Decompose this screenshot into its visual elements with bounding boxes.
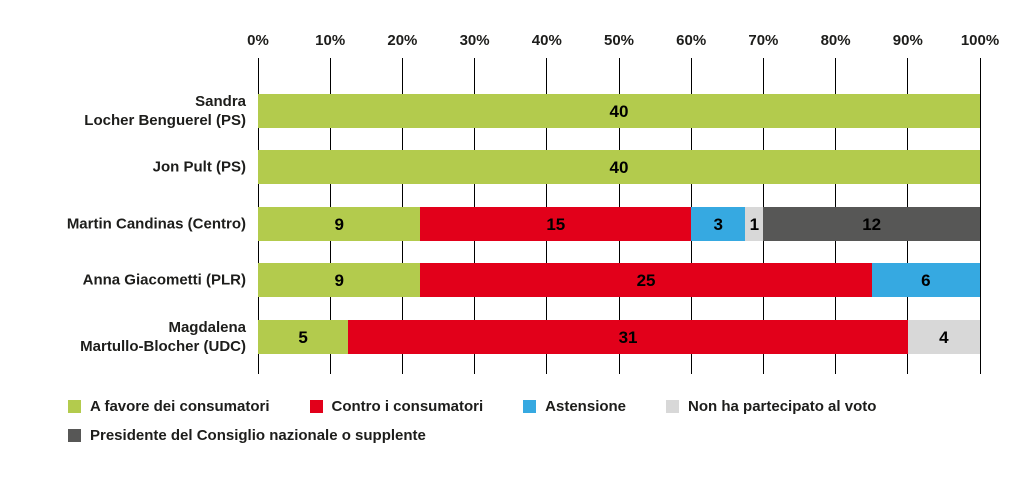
bar-segment: 5 xyxy=(258,320,349,354)
legend-item: A favore dei consumatori xyxy=(68,398,270,415)
bar-segment: 1 xyxy=(745,207,764,241)
x-axis: 0% 10% 20% 30% 40% 50% 60% 70% 80% 90% 100% xyxy=(247,32,999,52)
legend-label: Contro i consumatori xyxy=(331,398,484,415)
segment-value-label: 12 xyxy=(862,214,882,234)
legend-swatch-icon xyxy=(68,400,81,413)
category-label-line: Sandra xyxy=(195,93,246,110)
legend: A favore dei consumatori Contro i consuma… xyxy=(68,398,876,444)
segment-value-label: 3 xyxy=(713,214,723,234)
bar-row: 5 31 4 xyxy=(258,320,980,354)
x-tick-label: 50% xyxy=(603,32,635,49)
segment-value-label: 9 xyxy=(334,214,344,234)
legend-item: Presidente del Consiglio nazionale o sup… xyxy=(68,427,426,444)
x-tick-label: 10% xyxy=(315,32,346,49)
legend-swatch-icon xyxy=(523,400,537,413)
category-label-line: Martin Candinas (Centro) xyxy=(66,215,246,233)
segment-value-label: 25 xyxy=(636,270,656,290)
category-label: Sandra Locher Benguerel (PS) xyxy=(0,92,246,130)
legend-item: Non ha partecipato al voto xyxy=(666,398,876,415)
plot-area: 40 40 9 15 3 1 12 9 25 6 5 31 4 xyxy=(257,58,981,374)
legend-row: Presidente del Consiglio nazionale o sup… xyxy=(68,427,876,444)
category-label-line: Anna Giacometti (PLR) xyxy=(82,271,246,289)
legend-label: Astensione xyxy=(545,398,627,415)
category-label-line: Jon Pult (PS) xyxy=(152,158,246,176)
legend-swatch-icon xyxy=(309,400,323,413)
bar-segment: 3 xyxy=(691,207,746,241)
bar-segment: 12 xyxy=(763,207,980,241)
bar-row: 9 25 6 xyxy=(258,263,980,297)
bar-segment: 4 xyxy=(907,320,980,354)
legend-label: A favore dei consumatori xyxy=(90,398,270,415)
segment-value-label: 31 xyxy=(618,327,638,347)
x-tick-label: 30% xyxy=(459,32,490,49)
segment-value-label: 40 xyxy=(609,157,629,177)
category-label: Magdalena Martullo-Blocher (UDC) xyxy=(0,318,246,356)
x-tick-label: 70% xyxy=(748,32,779,49)
x-tick-label: 100% xyxy=(960,32,1000,49)
x-tick-label: 90% xyxy=(892,32,923,49)
category-label: Jon Pult (PS) xyxy=(0,158,246,177)
bar-segment: 40 xyxy=(258,150,980,184)
segment-value-label: 5 xyxy=(298,327,308,347)
legend-swatch-icon xyxy=(666,400,680,413)
x-tick-label: 20% xyxy=(387,32,418,49)
bar-segment: 40 xyxy=(258,94,980,128)
legend-label: Non ha partecipato al voto xyxy=(688,398,877,415)
bar-row: 40 xyxy=(258,150,980,184)
x-tick-label: 60% xyxy=(676,32,707,49)
category-label-line: Martullo-Blocher (UDC) xyxy=(80,338,246,355)
bar-segment: 25 xyxy=(420,263,872,297)
category-label-line: Magdalena xyxy=(168,319,246,336)
segment-value-label: 40 xyxy=(609,101,629,121)
category-label: Martin Candinas (Centro) xyxy=(0,215,246,234)
x-tick-label: 80% xyxy=(820,32,851,49)
bar-row: 40 xyxy=(258,94,980,128)
segment-value-label: 15 xyxy=(546,214,566,234)
gridline xyxy=(979,58,981,374)
legend-row: A favore dei consumatori Contro i consuma… xyxy=(68,398,876,415)
segment-value-label: 6 xyxy=(921,270,931,290)
bar-segment: 31 xyxy=(348,320,908,354)
bar-row: 9 15 3 1 12 xyxy=(258,207,980,241)
segment-value-label: 9 xyxy=(334,270,344,290)
bar-segment: 15 xyxy=(420,207,692,241)
bar-segment: 9 xyxy=(258,263,421,297)
x-tick-label: 40% xyxy=(531,32,562,49)
legend-swatch-icon xyxy=(68,429,81,442)
bar-segment: 6 xyxy=(871,263,980,297)
bar-segment: 9 xyxy=(258,207,421,241)
segment-value-label: 4 xyxy=(939,327,949,347)
x-tick-label: 0% xyxy=(247,32,269,49)
legend-item: Contro i consumatori xyxy=(309,398,484,415)
category-labels: Sandra Locher Benguerel (PS) Jon Pult (PS)… xyxy=(0,58,246,374)
legend-item: Astensione xyxy=(523,398,626,415)
category-label: Anna Giacometti (PLR) xyxy=(0,271,246,290)
segment-value-label: 1 xyxy=(749,214,760,234)
category-label-line: Locher Benguerel (PS) xyxy=(84,112,246,129)
legend-label: Presidente del Consiglio nazionale o sup… xyxy=(90,427,426,444)
